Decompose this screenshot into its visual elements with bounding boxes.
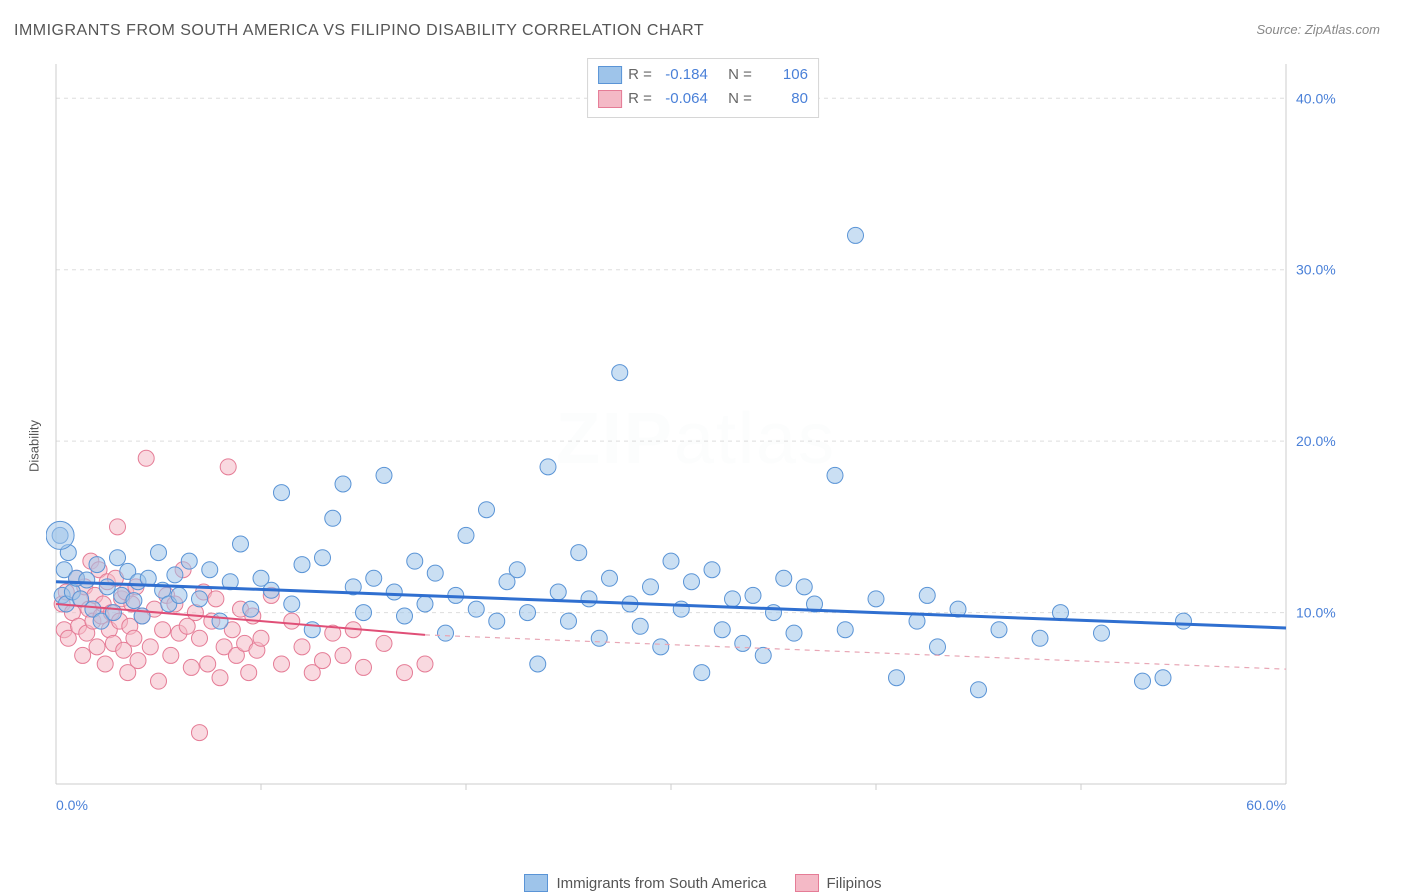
swatch-series-1 (598, 90, 622, 108)
legend-swatch-0 (524, 874, 548, 892)
swatch-series-0 (598, 66, 622, 84)
svg-text:20.0%: 20.0% (1296, 433, 1336, 449)
scatter-chart: 0.0% 60.0% 10.0% 20.0% 30.0% 40.0% (46, 54, 1346, 824)
chart-area: ZIPatlas 0.0%60.0%10.0%20.0%30.0%40.0% (46, 54, 1346, 824)
svg-text:40.0%: 40.0% (1296, 90, 1336, 106)
svg-text:60.0%: 60.0% (1246, 797, 1286, 813)
legend-label-1: Filipinos (827, 875, 882, 892)
stat-row-series-1: R =-0.064 N =80 (598, 87, 808, 111)
svg-text:10.0%: 10.0% (1296, 605, 1336, 621)
y-axis-label: Disability (27, 420, 42, 472)
svg-text:0.0%: 0.0% (56, 797, 88, 813)
legend-item-0: Immigrants from South America (524, 874, 766, 892)
legend-item-1: Filipinos (795, 874, 882, 892)
chart-title: IMMIGRANTS FROM SOUTH AMERICA VS FILIPIN… (14, 22, 704, 40)
correlation-stats-box: R =-0.184 N =106 R =-0.064 N =80 (587, 58, 819, 118)
stat-row-series-0: R =-0.184 N =106 (598, 63, 808, 87)
bottom-legend: Immigrants from South America Filipinos (0, 874, 1406, 892)
legend-swatch-1 (795, 874, 819, 892)
svg-text:30.0%: 30.0% (1296, 262, 1336, 278)
source-attribution: Source: ZipAtlas.com (1256, 22, 1380, 37)
legend-label-0: Immigrants from South America (556, 875, 766, 892)
